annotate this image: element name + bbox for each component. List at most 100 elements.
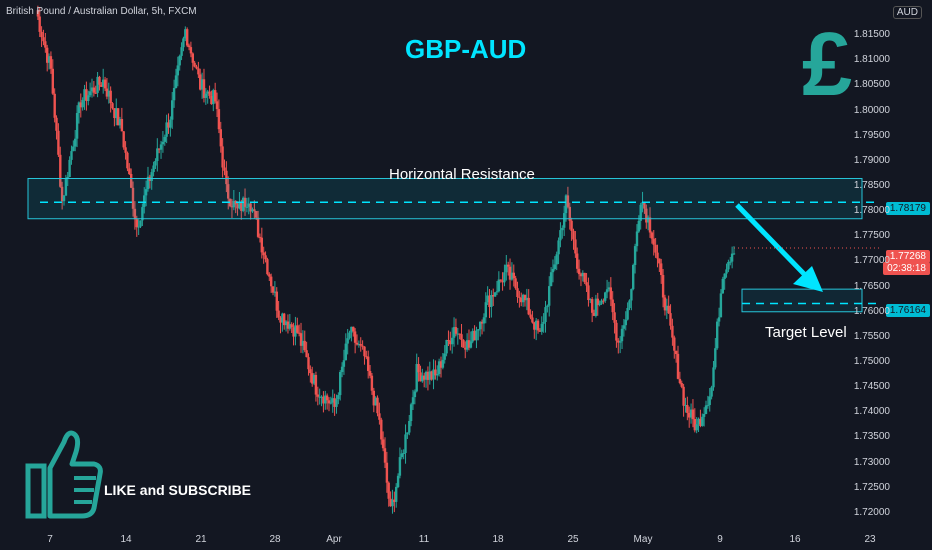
candle xyxy=(115,98,118,126)
candle xyxy=(434,360,437,380)
candle-body xyxy=(471,330,474,342)
candle xyxy=(169,116,172,137)
candle xyxy=(197,61,200,78)
candle-body xyxy=(143,195,146,207)
candle xyxy=(346,329,349,355)
candle xyxy=(378,402,381,425)
candle xyxy=(42,29,45,46)
y-tick-label: 1.73500 xyxy=(853,431,890,443)
candle xyxy=(564,194,568,222)
direction-arrow-shaft xyxy=(735,203,808,278)
direction-arrow-head xyxy=(793,266,823,292)
candle-body xyxy=(604,292,607,301)
candle-body xyxy=(115,108,118,119)
candle xyxy=(368,365,372,379)
candle xyxy=(492,288,495,306)
candle-body xyxy=(393,499,396,502)
candlestick-series xyxy=(36,5,736,514)
candle xyxy=(458,333,461,340)
candle xyxy=(128,163,131,175)
candle-body xyxy=(464,347,467,350)
candle xyxy=(243,188,247,216)
candle-body xyxy=(180,47,183,56)
candle-body xyxy=(335,399,338,407)
candle xyxy=(163,134,166,146)
resistance-zone xyxy=(27,178,863,220)
candle-body xyxy=(137,226,140,228)
thumbs-up-icon[interactable] xyxy=(24,428,104,520)
candle-body xyxy=(643,202,646,209)
candle xyxy=(451,327,454,354)
candle-body xyxy=(305,350,308,358)
candle-body xyxy=(536,320,540,331)
candle-body xyxy=(167,122,170,128)
candle-body xyxy=(413,391,417,398)
candle xyxy=(133,201,137,230)
candle xyxy=(344,333,347,361)
candle xyxy=(716,318,719,350)
candle-body xyxy=(268,274,271,277)
candle-body xyxy=(600,300,603,304)
candle-body xyxy=(732,253,736,255)
candle-body xyxy=(658,258,661,264)
candle xyxy=(714,338,717,370)
candle xyxy=(284,320,288,332)
currency-badge[interactable]: AUD xyxy=(892,6,922,19)
candle-body xyxy=(689,409,693,418)
candle xyxy=(187,43,191,51)
candle xyxy=(585,273,588,292)
candle xyxy=(452,317,456,347)
candle xyxy=(87,90,90,106)
candle xyxy=(350,326,353,342)
candle-body xyxy=(247,203,250,207)
candle-body xyxy=(492,295,495,297)
candle xyxy=(68,156,71,178)
candle xyxy=(676,345,680,380)
candle-body xyxy=(210,96,213,105)
candle xyxy=(225,161,228,193)
pound-sign-icon: £ xyxy=(802,15,853,115)
candle xyxy=(706,395,710,409)
candle xyxy=(333,393,336,416)
candle xyxy=(318,388,321,405)
candle-body xyxy=(626,308,629,320)
candle xyxy=(540,316,543,335)
candle-body xyxy=(488,295,491,307)
candle-body xyxy=(208,91,211,96)
candle-body xyxy=(337,395,340,400)
candle xyxy=(462,339,465,348)
candle xyxy=(688,406,691,428)
candle-body xyxy=(596,298,599,306)
candle-body xyxy=(70,151,73,160)
candle xyxy=(189,41,193,58)
candle-body xyxy=(135,219,138,228)
y-tick-label: 1.72000 xyxy=(853,506,890,518)
candle xyxy=(531,310,534,324)
candle-body xyxy=(327,400,331,404)
candle xyxy=(486,286,489,305)
candle-body xyxy=(437,361,441,374)
candle-body xyxy=(592,312,596,316)
candle-body xyxy=(311,373,314,384)
candle-body xyxy=(704,405,708,414)
candle xyxy=(152,161,155,177)
candle-body xyxy=(424,371,428,380)
candle-body xyxy=(49,56,53,69)
candle xyxy=(256,210,260,239)
candle xyxy=(178,54,181,71)
candle xyxy=(428,361,431,385)
candle-body xyxy=(316,394,319,397)
candle-body xyxy=(361,345,364,347)
candle-body xyxy=(518,296,521,298)
candle-body xyxy=(475,330,478,341)
candle xyxy=(219,121,222,153)
candle-body xyxy=(501,280,504,283)
candle-body xyxy=(639,204,642,221)
candle xyxy=(342,349,346,375)
candle-body xyxy=(344,343,347,361)
candle xyxy=(150,168,153,190)
candle-body xyxy=(372,390,375,406)
target-price-tag: 1.76164 xyxy=(885,304,930,317)
candle xyxy=(180,42,183,61)
